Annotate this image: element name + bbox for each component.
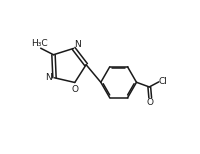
Text: N: N <box>74 40 81 49</box>
Text: N: N <box>45 73 52 82</box>
Text: Cl: Cl <box>158 77 167 86</box>
Text: O: O <box>71 85 78 94</box>
Text: O: O <box>146 98 153 107</box>
Text: H₃C: H₃C <box>31 39 48 48</box>
